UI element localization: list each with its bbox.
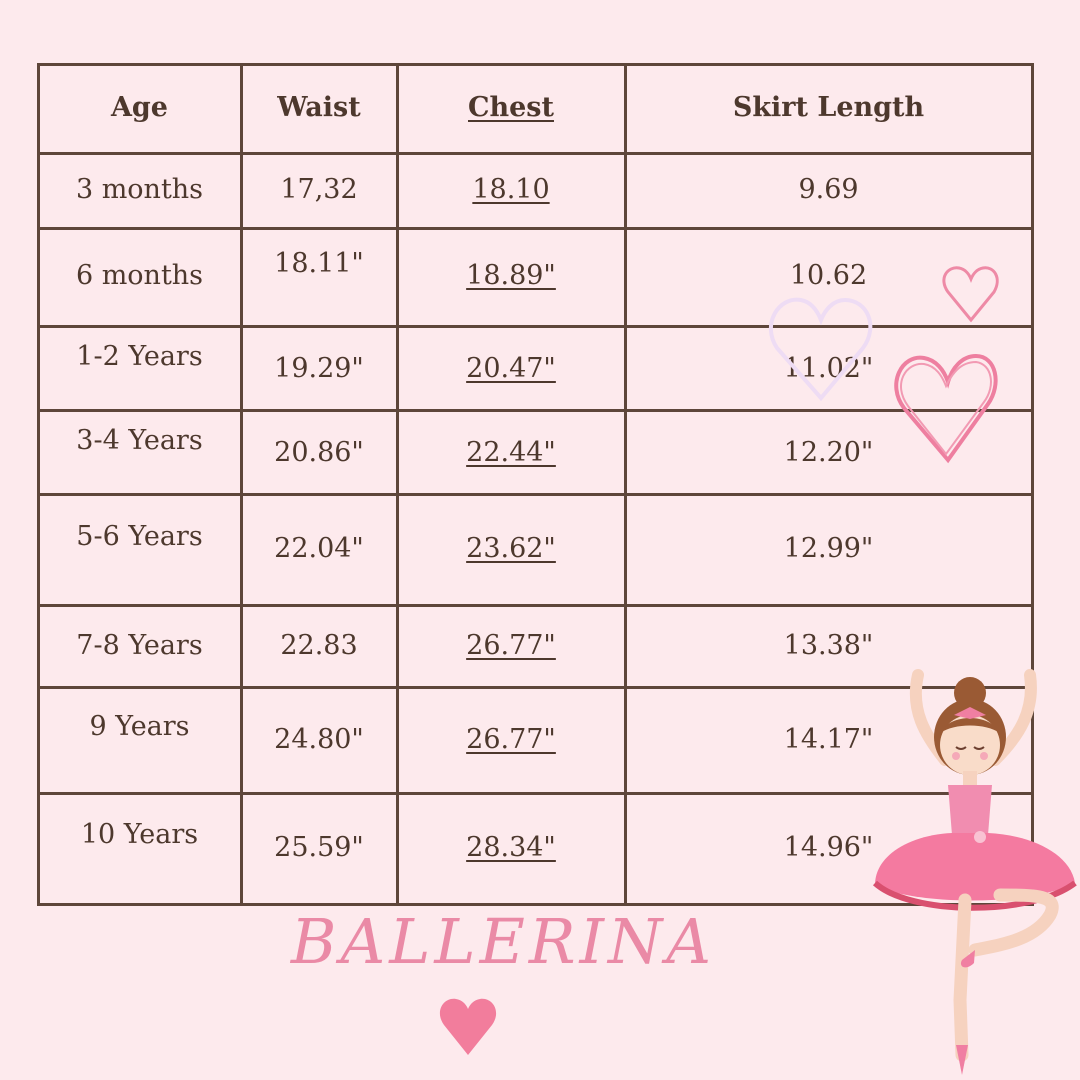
cell-waist: 24.80" (274, 724, 364, 755)
table-gridline (36, 791, 1034, 795)
header-age: Age (110, 92, 168, 123)
cell-waist: 22.83 (280, 630, 358, 661)
cell-waist: 25.59" (274, 832, 364, 863)
cell-skirt-length: 10.62 (789, 260, 868, 291)
cell-waist: 19.29" (274, 353, 364, 384)
cell-waist: 18.11" (274, 248, 364, 279)
cell-skirt-length: 12.99" (783, 533, 874, 564)
heart-filled-icon (439, 998, 497, 1055)
cell-age: 3-4 Years (76, 425, 203, 456)
table-gridline (395, 62, 399, 906)
table-gridline (36, 492, 1034, 496)
cell-age: 3 months (75, 174, 204, 205)
cell-skirt-length: 11.02" (783, 353, 874, 384)
table-gridline (36, 408, 1034, 412)
cell-age: 10 Years (80, 819, 199, 850)
ballerina-title: BALLERINA (290, 905, 716, 978)
cell-age: 9 Years (89, 711, 190, 742)
cell-chest: 23.62" (466, 533, 556, 564)
header-waist: Waist (277, 92, 361, 123)
cell-waist: 20.86" (274, 437, 364, 468)
cell-waist: 22.04" (274, 533, 364, 564)
header-skirt-length: Skirt Length (732, 92, 925, 123)
cell-skirt-length: 14.17" (783, 724, 874, 755)
cell-chest: 26.77" (466, 724, 556, 755)
cell-age: 6 months (75, 260, 204, 291)
heart-outline-icon (894, 353, 998, 464)
table-gridline (36, 226, 1034, 230)
cell-skirt-length: 12.20" (783, 437, 874, 468)
table-gridline (36, 324, 1034, 328)
cell-chest: 18.10 (472, 174, 550, 205)
cell-chest: 26.77" (466, 630, 556, 661)
ballerina-illustration (872, 669, 1077, 1075)
cell-chest: 22.44" (466, 437, 556, 468)
table-gridline (36, 603, 1034, 607)
heart-outline-icon (942, 266, 999, 323)
cell-skirt-length: 9.69 (798, 174, 859, 205)
header-chest: Chest (468, 92, 554, 123)
cell-age: 5-6 Years (76, 521, 203, 552)
table-gridline (36, 62, 40, 906)
table-gridline (239, 62, 243, 906)
cell-age: 7-8 Years (76, 630, 203, 661)
table-gridline (36, 62, 1034, 66)
cell-age: 1-2 Years (76, 341, 203, 372)
cell-chest: 20.47" (466, 353, 556, 384)
cell-skirt-length: 13.38" (783, 630, 874, 661)
cell-chest: 28.34" (466, 832, 556, 863)
table-gridline (36, 902, 1034, 906)
heart-outline-icon (768, 297, 873, 402)
table-gridline (1030, 62, 1034, 906)
table-gridline (36, 151, 1034, 155)
table-gridline (36, 685, 1034, 689)
cell-skirt-length: 14.96" (783, 832, 874, 863)
cell-chest: 18.89" (466, 260, 556, 291)
cell-waist: 17,32 (280, 174, 358, 205)
table-gridline (623, 62, 627, 906)
